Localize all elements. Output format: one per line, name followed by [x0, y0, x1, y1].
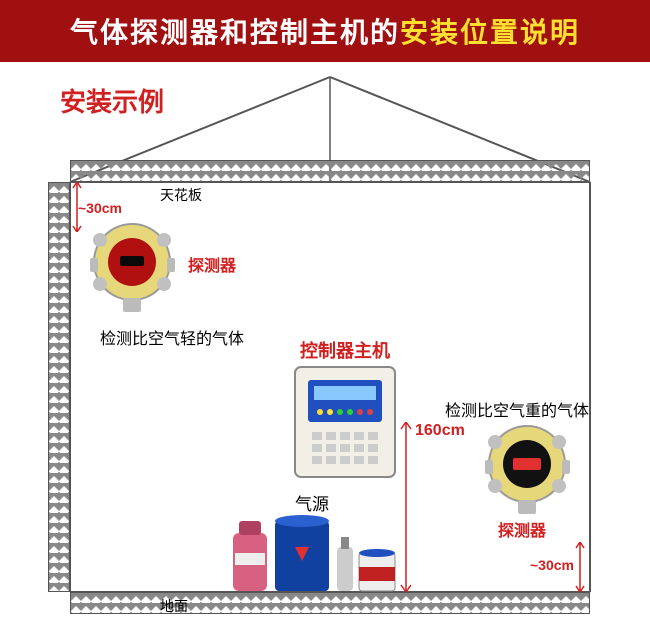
detector-bottom-label: 探测器: [498, 517, 546, 541]
detector-top-device: [85, 220, 180, 315]
detector-bottom-device: [480, 422, 575, 517]
heavier-gas-label: 检测比空气重的气体: [445, 397, 589, 421]
dim-bottom: ~30cm: [530, 557, 574, 573]
left-wall-hatch: [48, 182, 70, 592]
header-banner: 气体探测器和控制主机的安装位置说明: [0, 0, 650, 62]
lighter-gas-label: 检测比空气轻的气体: [100, 325, 244, 349]
header-part1: 气体探测器和控制主机的: [70, 17, 400, 48]
dim-top-line: [72, 182, 82, 232]
detector-top-label: 探测器: [188, 252, 236, 276]
diagram-stage: 安装示例 天花板 地面 ~30cm 探测器: [0, 62, 650, 644]
ceiling-hatch: [70, 160, 590, 182]
dim-bottom-line: [575, 542, 585, 592]
controller-label: 控制器主机: [300, 337, 390, 363]
ceiling-label: 天花板: [160, 185, 202, 205]
dim-controller: 160cm: [415, 422, 465, 440]
gas-tanks: [225, 507, 405, 595]
ground-label: 地面: [160, 596, 188, 616]
controller-device: [290, 362, 400, 482]
floor-hatch: [70, 592, 590, 614]
header-part2: 安装位置说明: [400, 17, 580, 48]
header-title: 气体探测器和控制主机的安装位置说明: [70, 11, 580, 51]
dim-top: ~30cm: [78, 200, 122, 216]
